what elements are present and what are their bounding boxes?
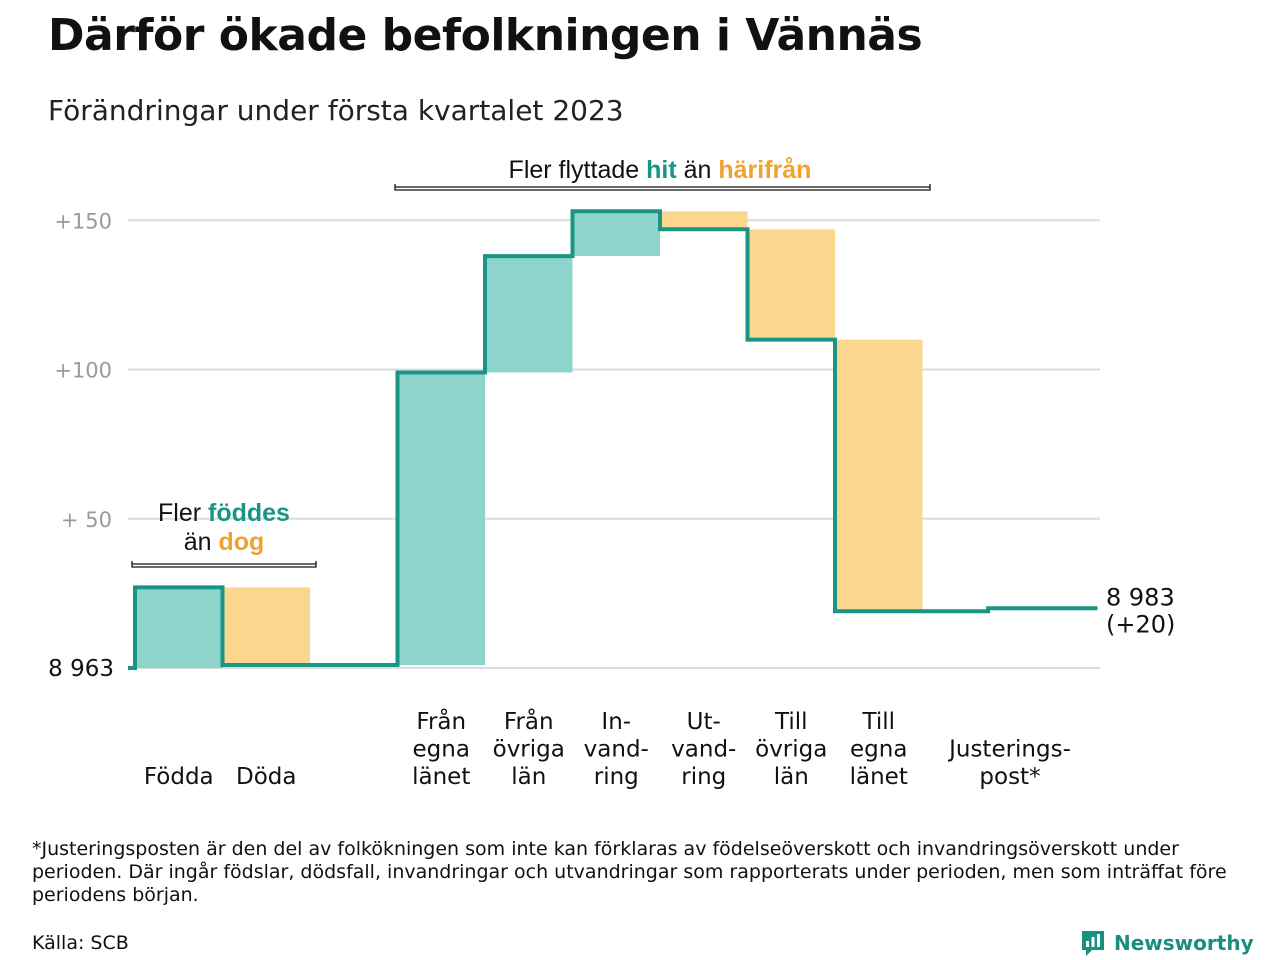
waterfall-bar <box>747 229 835 340</box>
x-category-label: ring <box>681 764 726 790</box>
x-category-label: vand- <box>671 737 736 763</box>
svg-text:Fler flyttade hit än härifrån: Fler flyttade hit än härifrån <box>509 156 812 184</box>
births-annotation-away: dog <box>218 528 264 556</box>
x-category-label: län <box>774 764 809 790</box>
x-category-label: egna <box>850 737 907 763</box>
x-category-label: Döda <box>236 764 296 790</box>
x-category-label: Från <box>416 707 466 735</box>
waterfall-bar <box>660 211 748 230</box>
x-category-label: egna <box>413 737 470 763</box>
waterfall-bar <box>222 587 310 666</box>
births-annotation-line2: än <box>184 528 219 556</box>
x-category-label: övriga <box>755 737 827 763</box>
end-change-label: (+20) <box>1106 610 1175 638</box>
y-tick-label: +100 <box>54 359 112 383</box>
x-category-label: Justerings- <box>947 737 1071 763</box>
waterfall-bar <box>135 587 223 668</box>
x-category-label: In- <box>601 709 631 735</box>
migration-annotation-away: härifrån <box>718 156 811 184</box>
source-label: Källa: SCB <box>32 932 129 954</box>
start-value-label: 8 963 <box>48 656 114 682</box>
x-category-label: vand- <box>584 737 649 763</box>
x-category-label: ring <box>594 764 639 790</box>
migration-annotation-middle: än <box>677 156 719 184</box>
x-category-label: Ut- <box>687 709 721 735</box>
chart-title: Därför ökade befolkningen i Vännäs <box>48 10 923 61</box>
svg-text:än dog: än dog <box>184 528 265 556</box>
brand-logo[interactable]: Newsworthy <box>1080 928 1254 958</box>
y-tick-label: + 50 <box>61 508 112 532</box>
x-category-label: Födda <box>144 764 214 790</box>
births-annotation: Fler föddes än dog <box>131 499 317 568</box>
migration-annotation: Fler flyttade hit än härifrån <box>394 156 931 191</box>
end-value-label: 8 983 <box>1106 583 1175 611</box>
migration-bracket <box>394 184 931 191</box>
waterfall-bar <box>835 339 923 612</box>
x-category-label: Från <box>504 707 554 735</box>
waterfall-bar <box>485 256 573 373</box>
births-bracket <box>131 561 317 568</box>
bars <box>135 211 923 668</box>
births-annotation-line1: Fler <box>158 499 208 527</box>
x-category-label: post* <box>979 764 1040 790</box>
brand-name: Newsworthy <box>1114 931 1254 955</box>
running-total-path <box>128 209 1098 670</box>
svg-text:Fler föddes: Fler föddes <box>158 499 290 527</box>
migration-annotation-prefix: Fler flyttade <box>509 156 647 184</box>
x-category-label: länet <box>850 764 908 790</box>
waterfall-bar <box>572 211 660 257</box>
x-category-label: länet <box>412 764 470 790</box>
births-annotation-hit: föddes <box>208 499 290 527</box>
x-category-label: Till <box>861 709 895 735</box>
chart-subtitle: Förändringar under första kvartalet 2023 <box>48 94 624 127</box>
newsworthy-logo-icon <box>1082 931 1104 956</box>
migration-annotation-hit: hit <box>646 156 677 184</box>
x-category-label: Till <box>774 709 808 735</box>
x-category-label: övriga <box>493 737 565 763</box>
waterfall-bar <box>397 372 485 666</box>
running-total-line <box>128 209 1098 670</box>
y-tick-label: +150 <box>54 209 112 233</box>
footnote: *Justeringsposten är den del av folkökni… <box>32 838 1227 906</box>
x-category-label: län <box>511 764 546 790</box>
